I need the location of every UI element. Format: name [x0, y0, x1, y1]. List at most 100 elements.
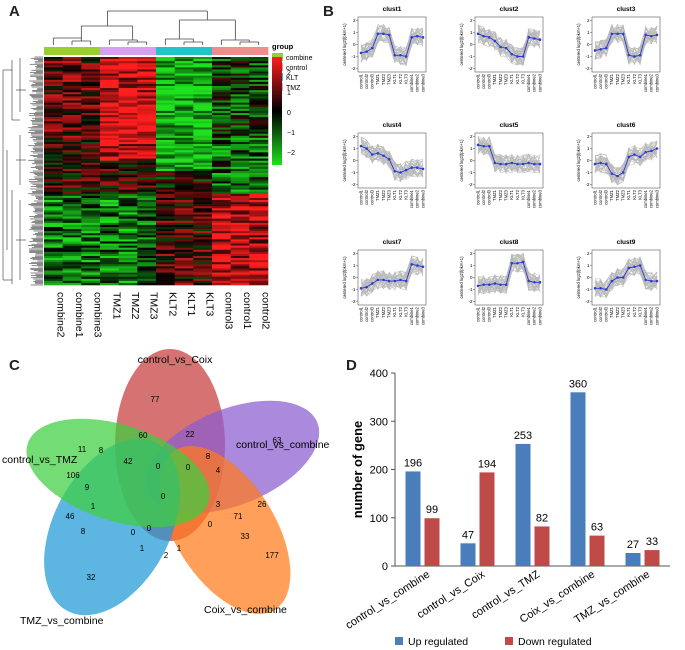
- legend-title: group: [272, 42, 294, 51]
- heatmap-cell: [230, 79, 250, 83]
- heatmap-cell: [137, 81, 157, 85]
- heatmap-cell: [249, 117, 269, 120]
- heatmap-cell: [118, 282, 138, 286]
- heatmap-cell: [230, 63, 250, 66]
- heatmap-cell: [137, 117, 157, 120]
- heatmap-cell: [174, 235, 194, 238]
- heatmap-cell: [174, 255, 194, 259]
- gene-trace: [360, 147, 424, 175]
- heatmap-cell: [249, 197, 269, 201]
- heatmap-cell: [137, 67, 157, 70]
- heatmap-cell: [118, 152, 138, 155]
- heatmap-cell: [137, 187, 157, 190]
- heatmap-cell: [62, 102, 82, 105]
- heatmap-cell: [174, 102, 194, 105]
- heatmap-cell: [156, 239, 175, 242]
- heatmap-cell: [156, 222, 175, 226]
- heatmap-cell: [62, 144, 82, 147]
- y-tick-label: 1: [353, 30, 356, 35]
- heatmap-cell: [230, 197, 250, 201]
- heatmap-cell: [100, 154, 119, 157]
- heatmap-cell: [230, 208, 250, 211]
- heatmap-cell: [156, 131, 175, 134]
- heatmap-cell: [156, 117, 175, 120]
- heatmap-cell: [100, 67, 119, 70]
- heatmap-cell: [230, 255, 250, 259]
- heatmap-cell: [193, 175, 213, 178]
- heatmap-cell: [44, 179, 63, 182]
- heatmap-cell: [156, 69, 175, 72]
- heatmap-cell: [118, 274, 138, 278]
- heatmap-cell: [156, 253, 175, 257]
- heatmap-cell: [81, 260, 101, 263]
- heatmap-cell: [174, 272, 194, 275]
- heatmap-cell: [100, 247, 119, 251]
- heatmap-cell: [81, 237, 101, 240]
- heatmap-cell: [212, 152, 231, 155]
- mean-point: [593, 162, 597, 166]
- heatmap-cell: [193, 258, 213, 261]
- heatmap-cell: [137, 272, 157, 275]
- heatmap-cell: [44, 233, 63, 236]
- heatmap-cell: [44, 148, 63, 151]
- heatmap-cell: [137, 204, 157, 207]
- heatmap-cell: [156, 233, 175, 236]
- heatmap-cell: [118, 224, 138, 228]
- mean-point: [616, 32, 619, 36]
- heatmap-cell: [249, 193, 269, 197]
- heatmap-cell: [193, 266, 213, 269]
- y-tick-label: 200: [370, 465, 388, 477]
- x-tick-label: TMZ1: [609, 306, 614, 318]
- heatmap-cell: [230, 150, 250, 153]
- heatmap-cell: [62, 77, 82, 81]
- heatmap-cell: [100, 200, 119, 203]
- heatmap-cell: [249, 160, 269, 164]
- heatmap-cell: [230, 179, 250, 182]
- heatmap-cell: [212, 185, 231, 188]
- heatmap-cell: [212, 96, 231, 99]
- heatmap-cell: [230, 276, 250, 280]
- x-tick-label: KLT3: [520, 189, 525, 199]
- x-tick-label: combine3: [420, 189, 425, 208]
- heatmap-cell: [100, 226, 119, 230]
- gene-trace: [594, 152, 658, 184]
- x-tick-label: combine1: [643, 189, 648, 208]
- heatmap-cell: [81, 125, 101, 128]
- heatmap-cell: [100, 171, 119, 174]
- heatmap-cell: [44, 226, 63, 230]
- y-tick-label: -1: [468, 287, 472, 292]
- x-tick-label: KLT3: [637, 306, 642, 316]
- venn-set-label: control_vs_Coix: [138, 354, 213, 366]
- y-axis-label: centered log2(fpkm+1): [576, 139, 581, 182]
- heatmap-cell: [81, 193, 101, 197]
- heatmap-cell: [44, 222, 63, 226]
- heatmap-cell: [137, 102, 157, 105]
- heatmap-cell: [118, 166, 138, 170]
- heatmap-cell: [100, 148, 119, 151]
- x-tick-label: control3: [370, 306, 375, 322]
- heatmap-cell: [230, 249, 250, 253]
- heatmap-cell: [156, 260, 175, 263]
- mean-point: [604, 162, 608, 166]
- heatmap-cell: [212, 224, 231, 228]
- heatmap-cell: [230, 168, 250, 172]
- heatmap-cell: [174, 139, 194, 143]
- heatmap-cell: [81, 104, 101, 108]
- heatmap-cell: [100, 197, 119, 201]
- heatmap-cell: [118, 100, 138, 103]
- heatmap-cell: [137, 214, 157, 217]
- heatmap-cell: [156, 224, 175, 228]
- heatmap-cell: [62, 189, 82, 193]
- mean-point: [365, 285, 368, 289]
- heatmap-cell: [137, 154, 157, 157]
- heatmap-cell: [174, 204, 194, 207]
- heatmap-cell: [212, 61, 231, 64]
- heatmap-cell: [62, 92, 82, 95]
- x-tick-label: control1: [592, 73, 597, 89]
- heatmap-cell: [62, 88, 82, 91]
- venn-count: 42: [124, 457, 133, 466]
- heatmap-cell: [100, 57, 119, 60]
- heatmap-cell: [100, 280, 119, 284]
- heatmap-cell: [44, 280, 63, 284]
- heatmap-cell: [44, 86, 63, 89]
